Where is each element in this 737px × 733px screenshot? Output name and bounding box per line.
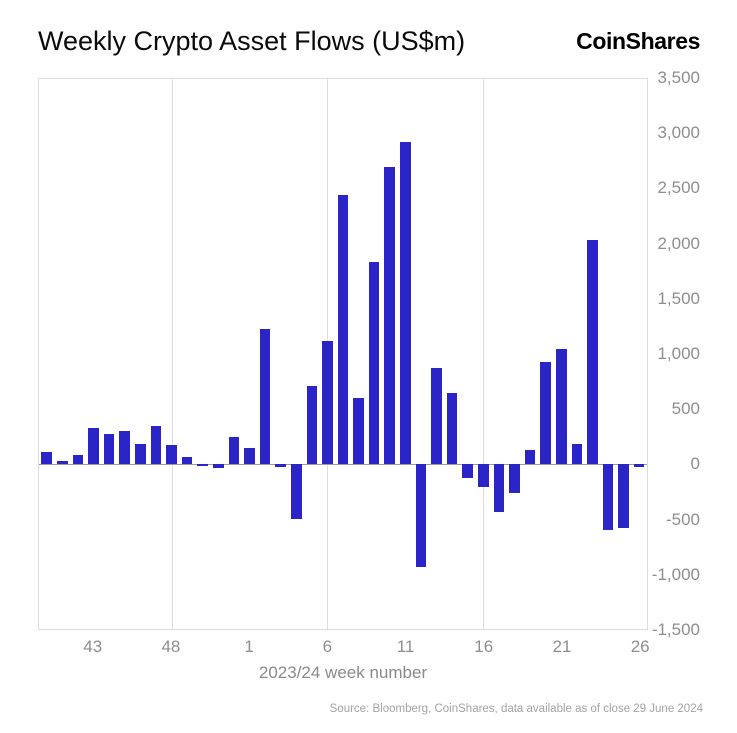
x-axis-tick-label: 21 <box>552 637 572 656</box>
coinshares-logo: CoinShares <box>576 28 700 54</box>
y-axis-tick-label: 1,000 <box>657 344 700 363</box>
vertical-gridline <box>483 79 485 629</box>
x-axis-tick-label: 1 <box>244 637 254 656</box>
y-axis-tick-label: 1,500 <box>657 288 700 308</box>
plot-area <box>38 78 648 630</box>
bar-week-16 <box>478 464 489 487</box>
bar-week-41 <box>57 461 68 464</box>
bar-week-24 <box>602 464 614 530</box>
y-axis-tick-label: 2,500 <box>657 178 700 198</box>
bar-week-12 <box>415 464 427 568</box>
bar-week-20 <box>540 361 551 464</box>
bar-week-14 <box>446 393 458 464</box>
y-axis-tick-label: 3,500 <box>657 68 700 87</box>
y-axis-tick-label: -1,500 <box>651 620 700 639</box>
x-axis-tick-label: 26 <box>630 637 650 656</box>
x-axis-tick-label: 11 <box>396 637 415 656</box>
bar-week-4 <box>290 464 302 519</box>
y-axis-labels: 3,500 3,000 2,500 2,000 1,500 1,000 500 0 -500 -1… <box>650 68 700 639</box>
bar-week-50 <box>197 464 208 467</box>
bar-week-19 <box>524 449 536 464</box>
bar-week-7 <box>337 194 349 464</box>
y-axis-tick-label: 0 <box>690 454 700 474</box>
y-axis-tick-label: -1,000 <box>651 564 700 584</box>
bar-week-52 <box>228 437 240 464</box>
bar-week-13 <box>431 368 442 464</box>
y-axis-tick-label: 2,000 <box>657 233 700 253</box>
bar-week-51 <box>212 464 224 468</box>
zero-axis-line <box>39 464 647 465</box>
bar-week-6 <box>322 340 333 464</box>
bar-week-26 <box>633 464 645 468</box>
bar-week-3 <box>275 464 286 468</box>
vertical-gridline <box>171 79 173 629</box>
bar-week-43 <box>88 427 99 464</box>
bar-week-9 <box>368 261 380 464</box>
x-axis-tick-label: 48 <box>161 637 181 656</box>
bar-week-46 <box>135 444 146 464</box>
bar-week-21 <box>555 348 567 464</box>
x-axis-tick-label: 16 <box>474 637 494 656</box>
bar-week-22 <box>571 443 583 464</box>
bar-week-25 <box>618 464 629 529</box>
bar-week-23 <box>587 239 598 464</box>
y-axis-tick-label: -500 <box>665 509 700 529</box>
y-axis-tick-label: 500 <box>671 399 700 419</box>
bar-week-42 <box>72 455 84 464</box>
bar-week-45 <box>119 431 131 464</box>
bar-week-2 <box>259 328 271 464</box>
x-axis-labels: 43 48 1 6 11 16 21 26 <box>38 637 650 659</box>
x-axis-tick-label: 43 <box>83 637 103 656</box>
bar-week-1 <box>244 447 255 464</box>
x-axis-title: 2023/24 week number <box>258 663 428 682</box>
bar-week-15 <box>462 464 473 479</box>
bar-week-44 <box>103 434 115 464</box>
bar-week-17 <box>493 464 505 512</box>
chart-title: Weekly Crypto Asset Flows (US$m) <box>38 26 466 56</box>
bar-week-5 <box>306 385 318 464</box>
bar-week-18 <box>509 464 520 493</box>
source-attribution: Source: Bloomberg, CoinShares, data avai… <box>329 703 703 715</box>
bar-week-10 <box>384 167 396 464</box>
bar-week-40 <box>41 452 53 464</box>
bar-week-48 <box>166 445 177 464</box>
y-axis-tick-label: 3,000 <box>657 123 700 143</box>
bar-week-11 <box>400 141 411 464</box>
bar-week-47 <box>150 425 162 464</box>
bar-week-8 <box>353 398 364 464</box>
bar-week-49 <box>181 457 193 464</box>
x-axis-tick-label: 6 <box>322 637 333 656</box>
